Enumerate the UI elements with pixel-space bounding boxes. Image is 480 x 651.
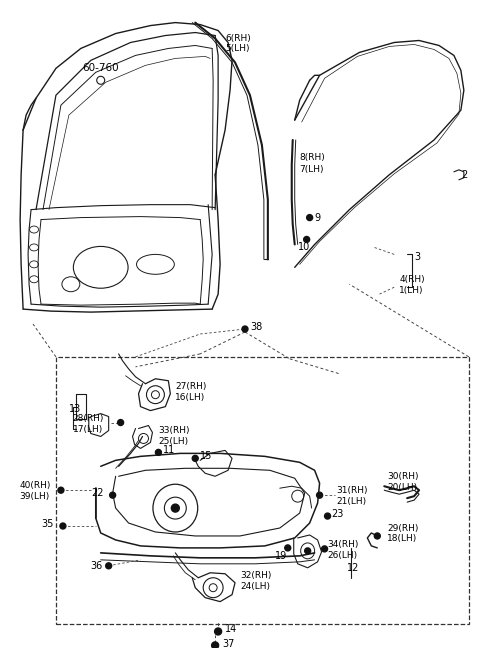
Circle shape <box>305 548 311 554</box>
Circle shape <box>212 642 218 649</box>
Text: 60-760: 60-760 <box>83 63 119 74</box>
Circle shape <box>322 546 327 552</box>
Circle shape <box>317 492 323 498</box>
Text: 14: 14 <box>225 624 237 635</box>
Text: 15: 15 <box>200 451 213 462</box>
Text: 37: 37 <box>222 639 234 650</box>
Text: 31(RH): 31(RH) <box>336 486 368 495</box>
Text: 17(LH): 17(LH) <box>73 425 103 434</box>
Text: 8(RH): 8(RH) <box>300 154 325 162</box>
Circle shape <box>60 523 66 529</box>
Text: 28(RH): 28(RH) <box>73 414 104 423</box>
Circle shape <box>156 449 161 455</box>
Text: 5(LH): 5(LH) <box>225 44 250 53</box>
Text: 34(RH): 34(RH) <box>327 540 359 549</box>
Circle shape <box>109 492 116 498</box>
Text: 33(RH): 33(RH) <box>158 426 190 435</box>
Circle shape <box>374 533 380 539</box>
Text: 11: 11 <box>163 445 176 456</box>
Text: 16(LH): 16(LH) <box>175 393 205 402</box>
Text: 39(LH): 39(LH) <box>19 492 49 501</box>
Text: 1(LH): 1(LH) <box>399 286 424 295</box>
Circle shape <box>285 545 291 551</box>
Text: 27(RH): 27(RH) <box>175 382 207 391</box>
Text: 36: 36 <box>91 561 103 571</box>
Text: 40(RH): 40(RH) <box>19 480 50 490</box>
Circle shape <box>304 236 310 242</box>
Text: 2: 2 <box>461 170 467 180</box>
Text: 30(RH): 30(RH) <box>387 472 419 481</box>
Text: 3: 3 <box>414 253 420 262</box>
Text: 23: 23 <box>332 509 344 519</box>
Circle shape <box>215 628 222 635</box>
Text: 29(RH): 29(RH) <box>387 523 419 533</box>
Text: 26(LH): 26(LH) <box>327 551 358 561</box>
Circle shape <box>106 563 112 569</box>
Text: 20(LH): 20(LH) <box>387 482 418 492</box>
Text: 12: 12 <box>348 563 360 573</box>
Circle shape <box>171 504 180 512</box>
Text: 38: 38 <box>250 322 262 332</box>
Text: 32(RH): 32(RH) <box>240 572 271 580</box>
Circle shape <box>324 513 331 519</box>
Text: 24(LH): 24(LH) <box>240 582 270 591</box>
Circle shape <box>58 487 64 493</box>
Text: 13: 13 <box>69 404 81 413</box>
Text: 25(LH): 25(LH) <box>158 437 189 446</box>
Text: 7(LH): 7(LH) <box>300 165 324 174</box>
Text: 35: 35 <box>41 519 53 529</box>
Text: 9: 9 <box>314 213 321 223</box>
Text: 4(RH): 4(RH) <box>399 275 425 284</box>
Text: 21(LH): 21(LH) <box>336 497 367 506</box>
Circle shape <box>307 215 312 221</box>
Text: 19: 19 <box>275 551 287 561</box>
Circle shape <box>192 455 198 462</box>
Circle shape <box>118 419 123 426</box>
Text: 22: 22 <box>91 488 103 498</box>
Text: 10: 10 <box>298 242 310 253</box>
Circle shape <box>242 326 248 332</box>
Text: 6(RH): 6(RH) <box>225 34 251 43</box>
Text: 18(LH): 18(LH) <box>387 534 418 544</box>
Bar <box>56 357 469 624</box>
